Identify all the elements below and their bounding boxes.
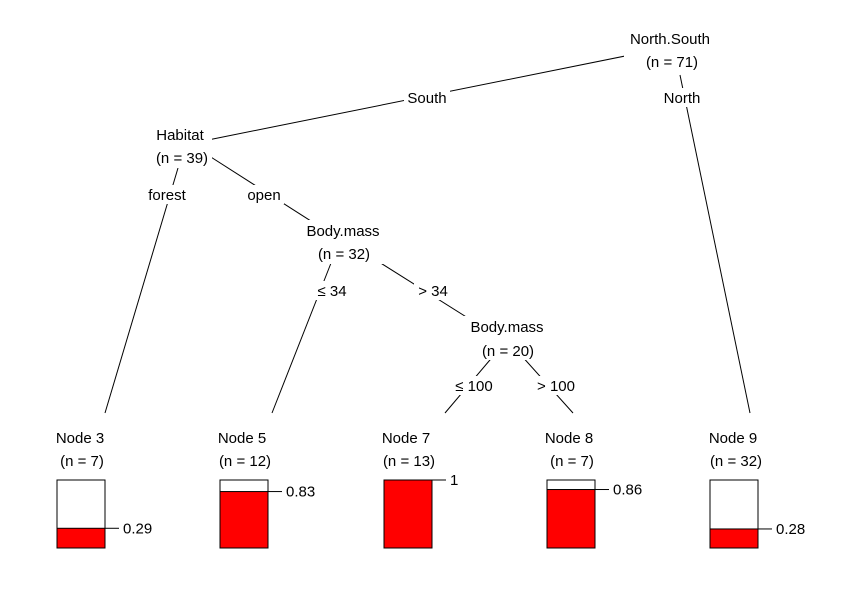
inner-node-bodymass-2: Body.mass (n = 20): [464, 316, 550, 360]
value-label: 0.83: [286, 484, 315, 501]
edge-label-south: South: [407, 90, 446, 107]
value-label: 1: [450, 472, 458, 489]
edge-root-north: [679, 74, 751, 414]
value-label: 0.29: [123, 520, 152, 537]
inner-nodes: North.South (n = 71) Habitat (n = 39) Bo…: [150, 28, 716, 360]
inner-node-bodymass-1: Body.mass (n = 32): [300, 220, 386, 264]
node-count: (n = 71): [646, 54, 698, 71]
edge-label-gt100: > 100: [537, 378, 575, 395]
terminal-node-3: Node 3 (n = 7) 0.29: [56, 430, 152, 549]
terminal-node-9: Node 9 (n = 32) 0.28: [709, 430, 805, 549]
node-variable: North.South: [630, 31, 710, 48]
proportion-bar: [709, 528, 759, 549]
edge-habitat-forest: [104, 167, 179, 414]
node-count: (n = 32): [318, 246, 370, 263]
node-variable: Habitat: [156, 127, 204, 144]
node-variable: Body.mass: [306, 223, 379, 240]
proportion-bar: [219, 491, 269, 549]
proportion-bar: [546, 489, 596, 549]
edge-label-gt34: > 34: [418, 283, 448, 300]
terminal-label: Node 3: [56, 430, 104, 447]
terminal-count: (n = 7): [550, 453, 594, 470]
node-count: (n = 20): [482, 343, 534, 360]
terminal-nodes: Node 3 (n = 7) 0.29 Node 5 (n = 12) 0.83…: [56, 430, 805, 549]
edge-label-le34: ≤ 34: [317, 283, 346, 300]
terminal-count: (n = 32): [710, 453, 762, 470]
terminal-node-5: Node 5 (n = 12) 0.83: [218, 430, 315, 549]
proportion-bar: [383, 479, 433, 549]
inner-node-root: North.South (n = 71): [624, 28, 716, 72]
terminal-label: Node 9: [709, 430, 757, 447]
terminal-node-8: Node 8 (n = 7) 0.86: [545, 430, 642, 549]
node-count: (n = 39): [156, 150, 208, 167]
terminal-label: Node 8: [545, 430, 593, 447]
terminal-label: Node 5: [218, 430, 266, 447]
terminal-count: (n = 13): [383, 453, 435, 470]
terminal-count: (n = 7): [60, 453, 104, 470]
node-variable: Body.mass: [470, 319, 543, 336]
terminal-node-7: Node 7 (n = 13) 1: [382, 430, 458, 549]
edge-labels: South North forest open ≤ 34 > 34 ≤ 100 …: [144, 88, 702, 395]
proportion-bar: [56, 527, 106, 549]
terminal-count: (n = 12): [219, 453, 271, 470]
edge-label-north: North: [664, 90, 701, 107]
value-label: 0.28: [776, 521, 805, 538]
edge-label-forest: forest: [148, 187, 186, 204]
value-label: 0.86: [613, 482, 642, 499]
edge-label-open: open: [247, 187, 280, 204]
inner-node-habitat: Habitat (n = 39): [150, 124, 212, 168]
terminal-label: Node 7: [382, 430, 430, 447]
edge-label-le100: ≤ 100: [455, 378, 492, 395]
